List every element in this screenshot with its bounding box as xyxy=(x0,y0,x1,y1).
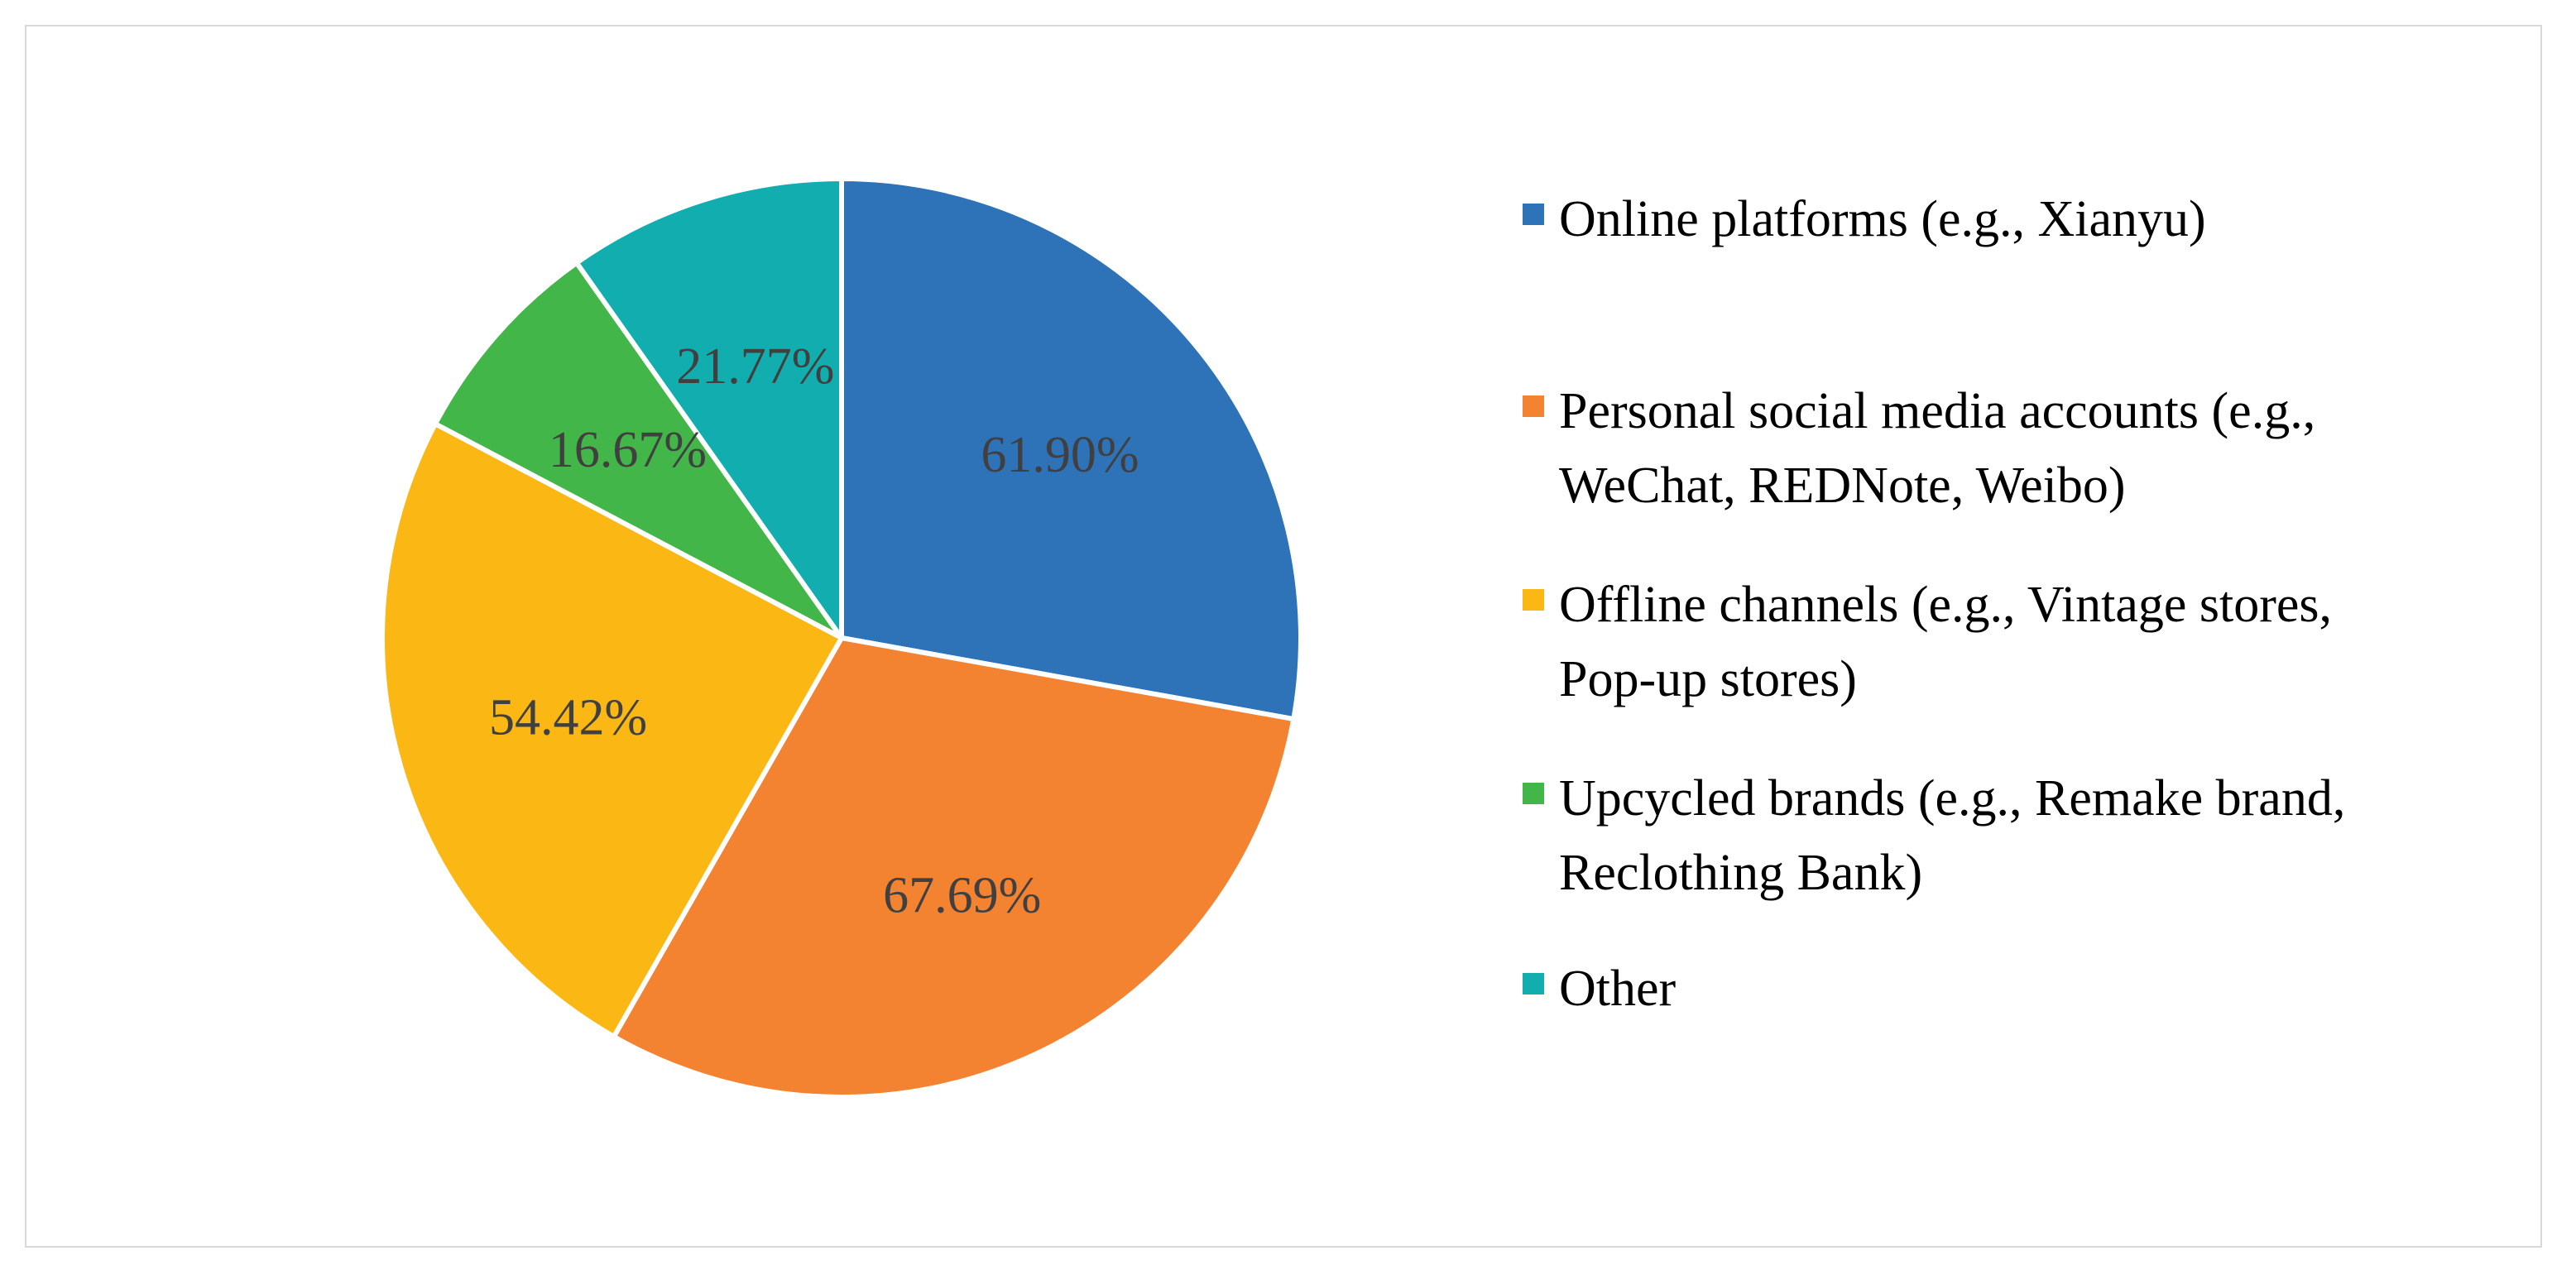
legend-swatch xyxy=(1523,783,1544,804)
pie-slice-upcycled-brands-e-g-remake-brand-recloth xyxy=(433,260,844,640)
pie-data-labels: 61.90% 67.69% 54.42% 16.67% 21.77% xyxy=(489,338,1139,924)
legend-item-other: Other xyxy=(1523,951,2535,1026)
legend-item-offline-channels: Offline channels (e.g., Vintage stores, … xyxy=(1523,568,2535,716)
pie-slice-offline-channels-e-g-vintage-stores-pop- xyxy=(380,421,844,1039)
legend-item-personal-social-media: Personal social media accounts (e.g., We… xyxy=(1523,374,2535,523)
legend-label-line-1: Personal social media accounts (e.g., xyxy=(1559,383,2316,439)
legend-swatch xyxy=(1523,204,1544,225)
legend-label-line-1: Offline channels (e.g., Vintage stores, xyxy=(1559,577,2333,633)
pie-slice-other xyxy=(573,176,844,640)
legend-swatch xyxy=(1523,589,1544,611)
pie-data-label-personal-social-media-accounts-e-g-wecha: 67.69% xyxy=(883,868,1041,924)
legend-label-line-2: WeChat, REDNote, Weibo) xyxy=(1559,458,2126,514)
legend-label: Other xyxy=(1559,961,1677,1017)
legend-label-line-2: Pop-up stores) xyxy=(1559,651,1857,707)
pie-data-label-other: 21.77% xyxy=(676,338,834,395)
legend-swatch xyxy=(1523,395,1544,417)
legend-item-online-platforms: Online platforms (e.g., Xianyu) xyxy=(1523,182,2535,256)
legend-label: Online platforms (e.g., Xianyu) xyxy=(1559,191,2206,247)
pie-slices xyxy=(380,176,1303,1100)
pie-data-label-online-platforms-e-g-xianyu: 61.90% xyxy=(981,427,1139,483)
legend-swatch xyxy=(1523,973,1544,994)
pie-slice-personal-social-media-accounts-e-g-wecha xyxy=(611,635,1297,1100)
pie-data-label-offline-channels-e-g-vintage-stores-pop-: 54.42% xyxy=(489,689,647,745)
legend-label-line-2: Reclothing Bank) xyxy=(1559,845,1923,901)
pie-data-label-upcycled-brands-e-g-remake-brand-recloth: 16.67% xyxy=(549,422,707,478)
pie-slice-online-platforms-e-g-xianyu xyxy=(839,176,1303,722)
legend-label-line-1: Upcycled brands (e.g., Remake brand, xyxy=(1559,770,2346,827)
legend-item-upcycled-brands: Upcycled brands (e.g., Remake brand, Rec… xyxy=(1523,761,2535,910)
